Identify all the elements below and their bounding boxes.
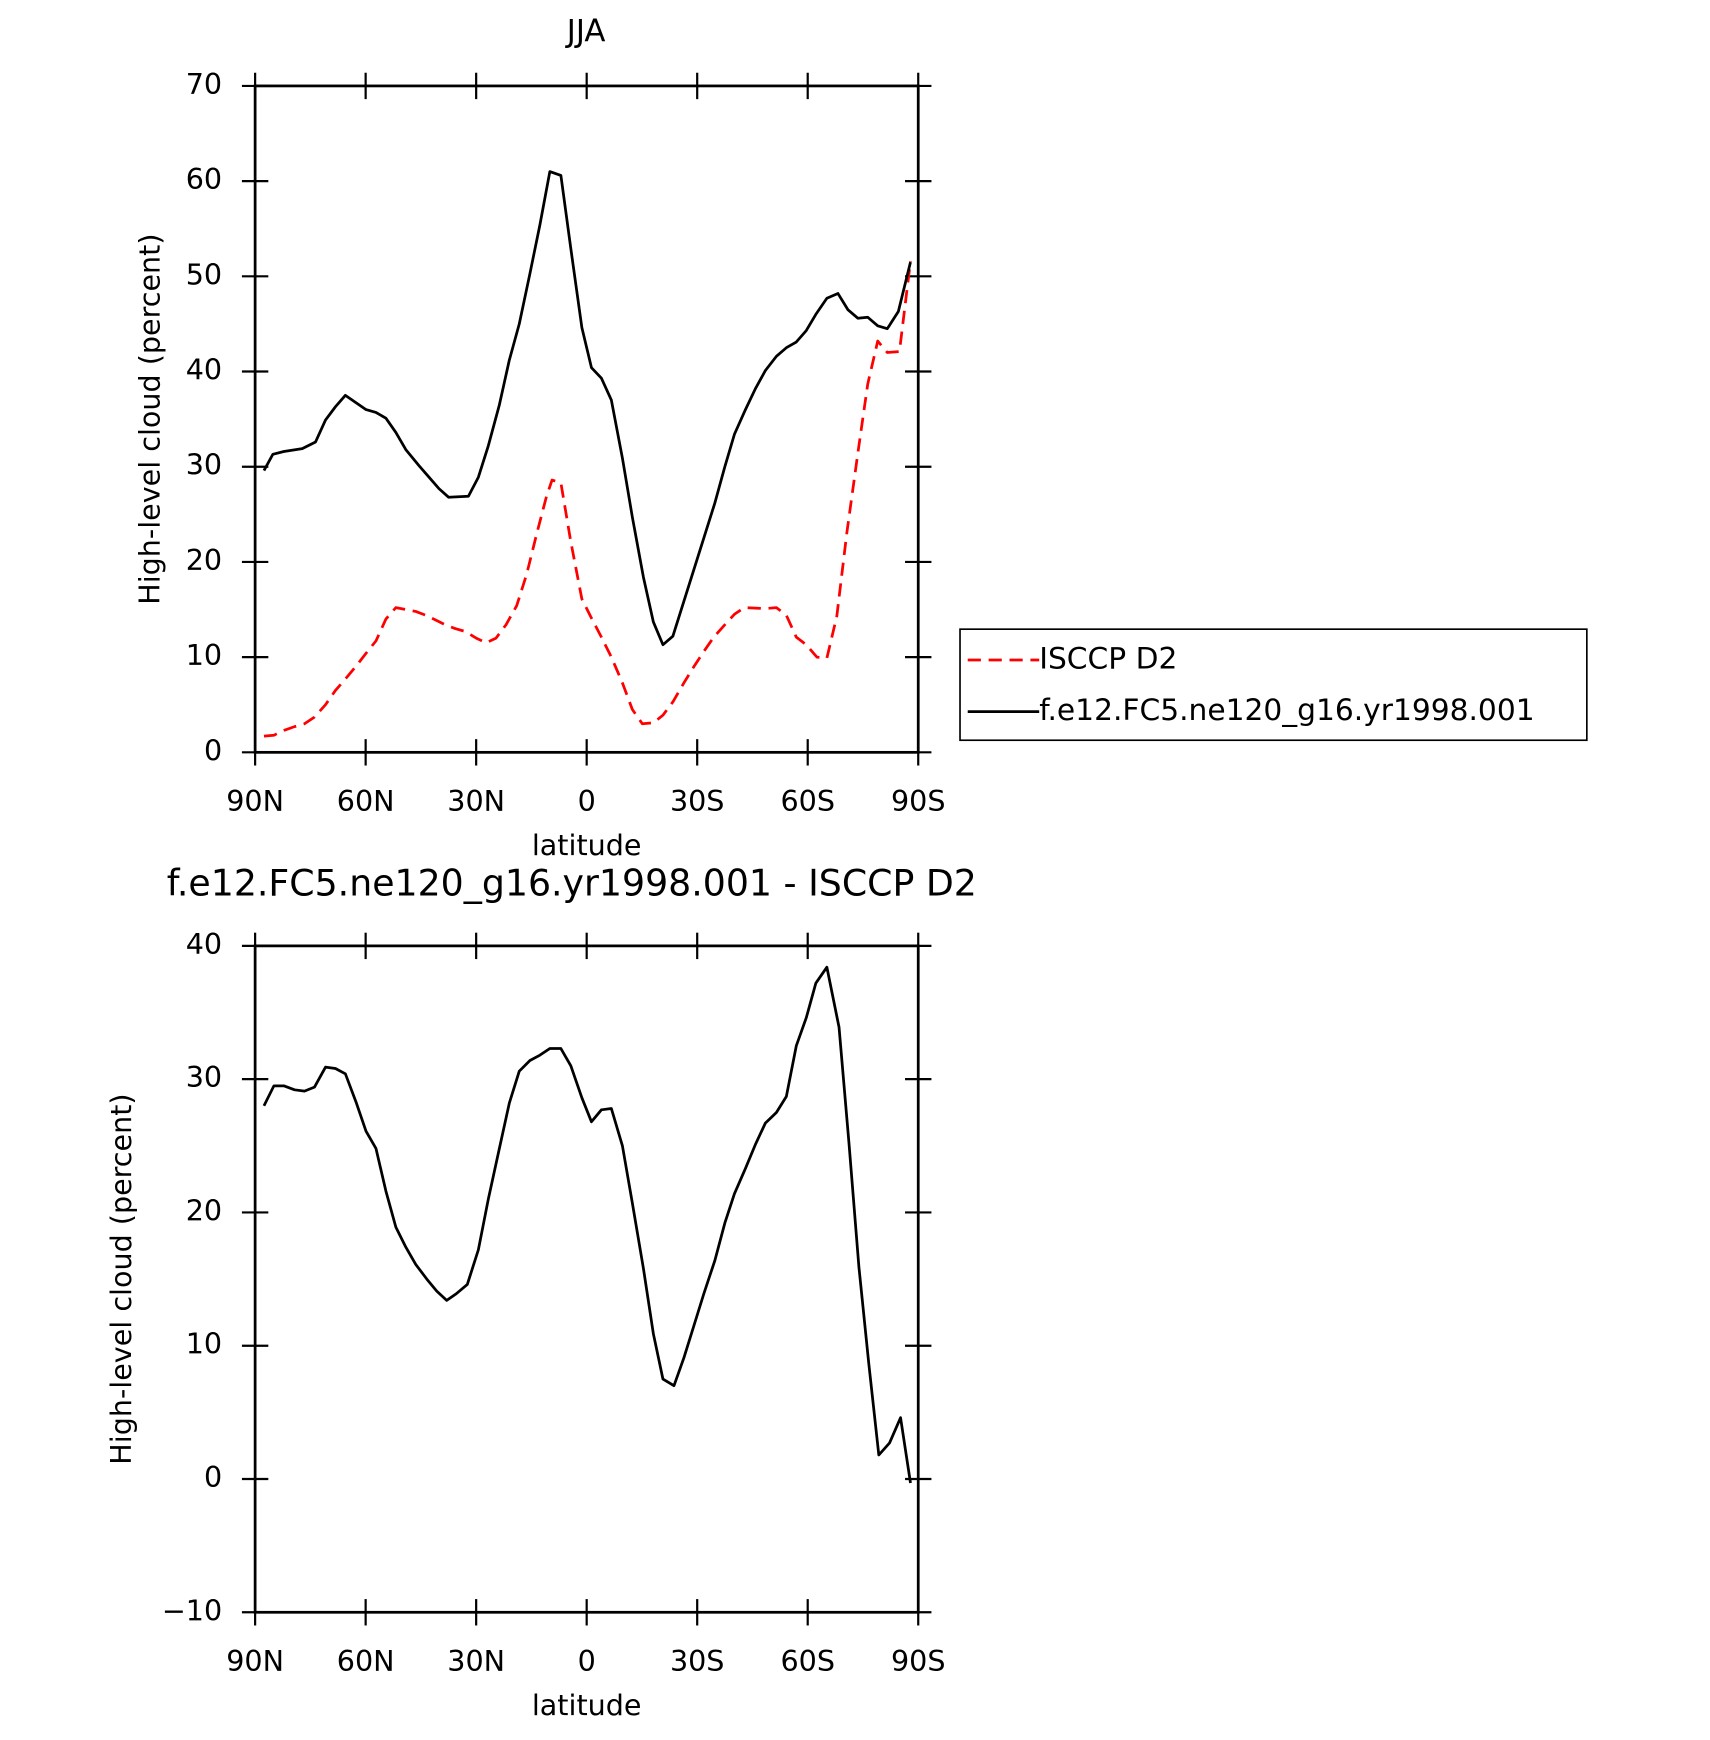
legend-label: f.e12.FC5.ne120_g16.yr1998.001 (1039, 693, 1534, 728)
data-line (262, 170, 912, 647)
y-tick-label: 40 (186, 353, 222, 387)
y-tick-label: 60 (186, 162, 222, 196)
y-tick-label: 0 (204, 1460, 222, 1494)
x-tick-label: 90N (226, 784, 284, 818)
chart-title: JJA (565, 14, 606, 50)
y-tick-label: 10 (186, 1327, 222, 1361)
x-tick-label: 60S (780, 1644, 835, 1678)
plot-frame (253, 84, 920, 754)
x-tick-label: 90N (226, 1644, 284, 1678)
y-tick-label: 70 (186, 67, 222, 101)
plot-frame (253, 944, 920, 1614)
y-tick-label: −10 (162, 1593, 222, 1627)
y-tick-label: 20 (186, 543, 222, 577)
x-tick-label: 30N (447, 784, 505, 818)
y-tick-label: 20 (186, 1193, 222, 1227)
x-axis-label: latitude (532, 1688, 642, 1722)
y-tick-label: 0 (204, 733, 222, 767)
y-tick-label: 30 (186, 448, 222, 482)
x-tick-label: 60N (337, 784, 395, 818)
legend-label: ISCCP D2 (1039, 641, 1177, 676)
x-axis-label: latitude (532, 828, 642, 862)
y-tick-label: 50 (186, 257, 222, 291)
chart-title: f.e12.FC5.ne120_g16.yr1998.001 - ISCCP D… (167, 861, 977, 904)
x-tick-label: 90S (891, 784, 946, 818)
x-tick-label: 60S (780, 784, 835, 818)
x-tick-label: 30S (670, 1644, 725, 1678)
x-tick-label: 0 (578, 1644, 596, 1678)
legend-box (959, 628, 1588, 742)
x-tick-label: 90S (891, 1644, 946, 1678)
x-tick-label: 30N (447, 1644, 505, 1678)
data-line (262, 965, 912, 1484)
data-line (263, 260, 912, 738)
y-tick-label: 40 (186, 927, 222, 961)
y-tick-label: 10 (186, 638, 222, 672)
x-tick-label: 30S (670, 784, 725, 818)
y-axis-label: High-level cloud (percent) (104, 1093, 138, 1464)
x-tick-label: 0 (578, 784, 596, 818)
y-tick-label: 30 (186, 1060, 222, 1094)
y-axis-label: High-level cloud (percent) (133, 233, 167, 604)
x-tick-label: 60N (337, 1644, 395, 1678)
